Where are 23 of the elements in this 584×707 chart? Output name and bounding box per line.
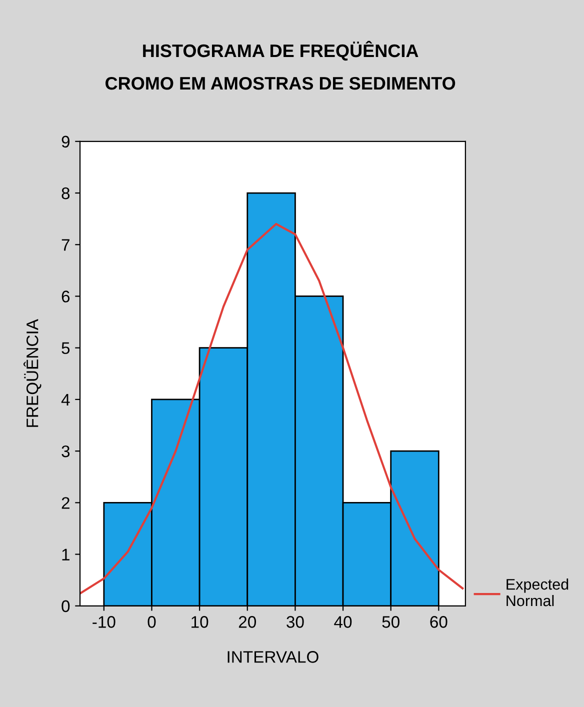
y-tick-label: 3 — [62, 445, 70, 458]
y-axis-title: FREQÜÊNCIA — [24, 319, 42, 427]
y-tick-label: 0 — [62, 600, 70, 612]
x-tick-label: 50 — [382, 616, 400, 628]
y-tick-label: 6 — [62, 290, 70, 302]
x-tick-label: 20 — [238, 616, 256, 628]
x-axis-title: INTERVALO — [228, 651, 318, 663]
x-tick-label: 10 — [192, 616, 208, 628]
y-tick-label: 5 — [62, 342, 70, 354]
x-tick-label: 40 — [334, 616, 352, 628]
line-series — [80, 222, 464, 595]
x-tick-label: -10 — [92, 616, 116, 628]
y-tick-label: 7 — [62, 239, 70, 251]
y-tick-label: 2 — [62, 497, 70, 509]
chart-title: HISTOGRAMA DE FREQÜÊNCIA CROMO EM AMOSTRAS DE SEDIMENTO — [106, 40, 456, 90]
x-tick-label: 60 — [430, 616, 448, 628]
legend-label: Expected Normal — [506, 578, 568, 606]
y-tick-label: 1 — [62, 548, 70, 560]
x-tick-label: 30 — [286, 616, 304, 628]
x-tick-label: 0 — [148, 616, 156, 628]
y-tick-label: 9 — [62, 136, 70, 148]
y-tick-label: 8 — [62, 187, 70, 200]
y-tick-label: 4 — [61, 394, 70, 406]
